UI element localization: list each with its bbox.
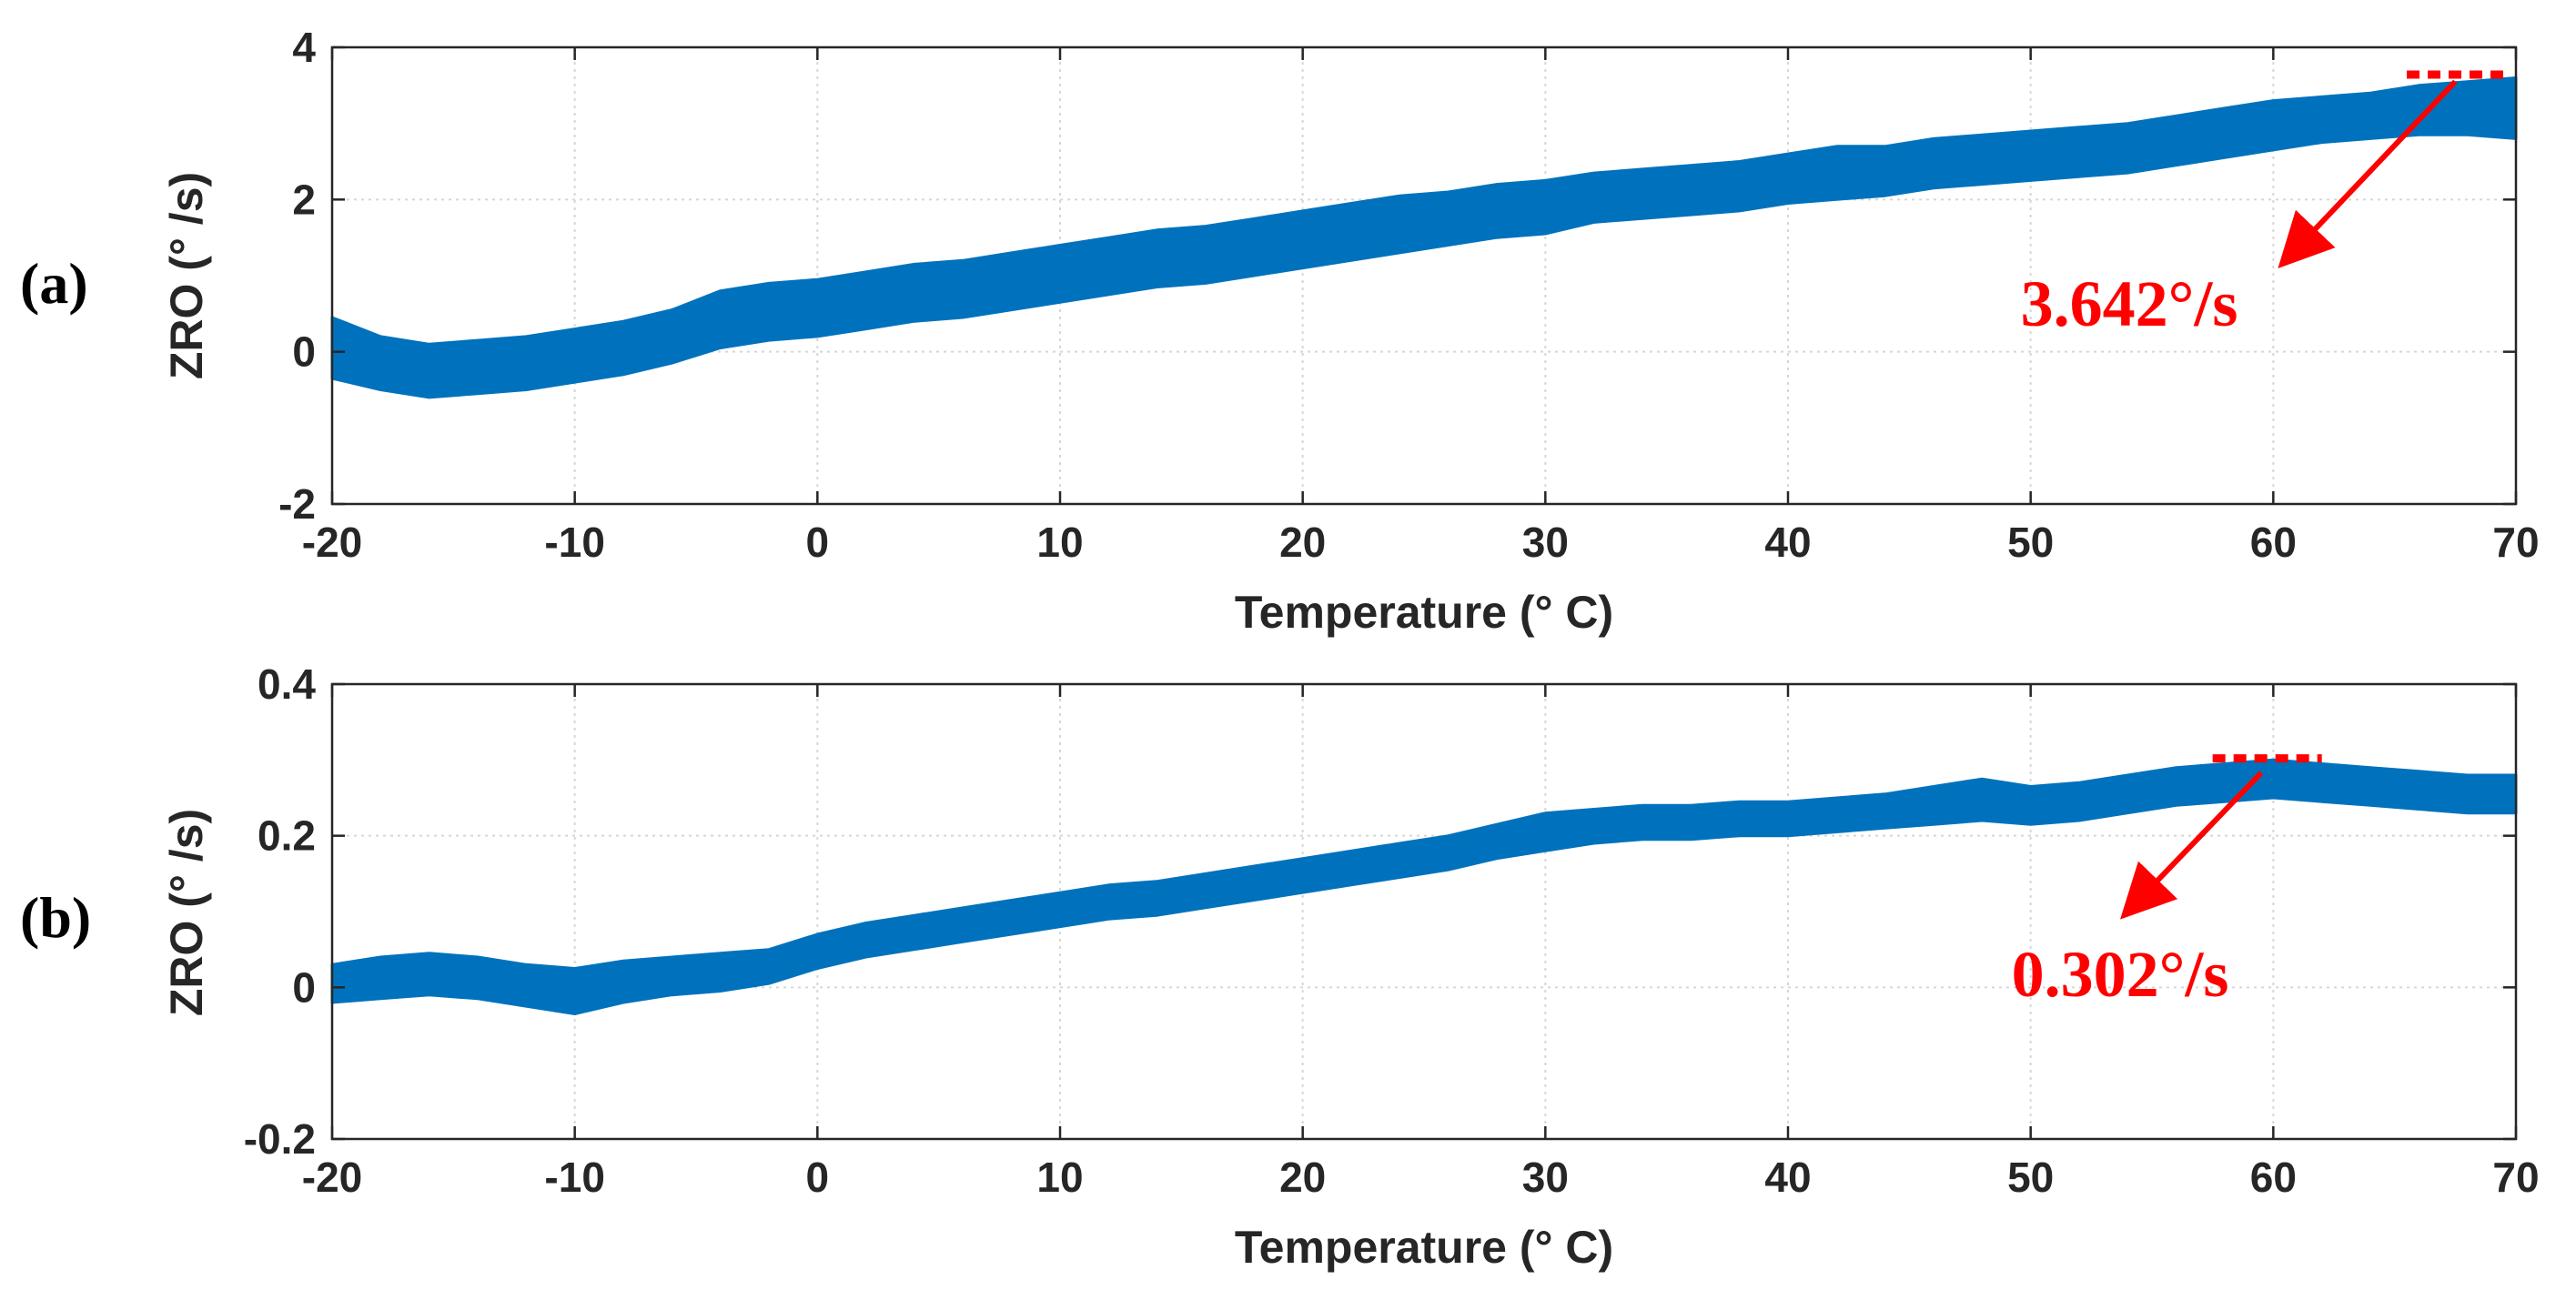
x-tick-label: 60 [2250, 519, 2297, 566]
y-tick-label: 4 [292, 24, 316, 71]
annotation-arrow-b [2120, 771, 2264, 920]
y-tick-label: -2 [278, 480, 316, 528]
x-tick-label: 40 [1764, 1154, 1811, 1201]
y-tick-label: 2 [292, 176, 316, 223]
x-tick-label: -10 [544, 1154, 604, 1201]
y-tick-label: 0 [292, 963, 316, 1011]
x-tick-labels-a: -20 -10 0 10 20 30 40 50 60 70 [302, 47, 2540, 566]
y-tick-label: -0.2 [244, 1115, 316, 1163]
y-tick-labels-b: -0.2 0 0.2 0.4 [244, 660, 2516, 1163]
x-tick-label: 50 [2007, 1154, 2054, 1201]
x-tick-label: -20 [302, 519, 362, 566]
x-tick-label: 70 [2492, 519, 2539, 566]
panel-label-b: (b) [20, 885, 91, 950]
annotation-text-b: 0.302°/s [2012, 938, 2229, 1011]
panel-label-a: (a) [20, 251, 88, 316]
y-tick-label: 0 [292, 328, 316, 376]
y-axis-label-a: ZRO (° /s) [161, 172, 212, 379]
y-tick-labels-a: -2 0 2 4 [278, 24, 2516, 528]
x-tick-label: 70 [2492, 1154, 2539, 1201]
x-tick-label: 20 [1279, 519, 1326, 566]
x-tick-labels-b: -20 -10 0 10 20 30 40 50 60 70 [302, 684, 2540, 1201]
annotation-a: 3.642°/s [2021, 70, 2511, 340]
x-tick-label: 50 [2007, 519, 2054, 566]
annotation-b: 0.302°/s [2012, 754, 2322, 1011]
x-tick-label: 10 [1036, 519, 1083, 566]
x-tick-label: 40 [1764, 519, 1811, 566]
x-tick-label: 30 [1522, 519, 1569, 566]
plot-area-b [332, 684, 2516, 1139]
y-axis-label-b: ZRO (° /s) [161, 809, 212, 1016]
grid-b [332, 684, 2516, 1139]
y-tick-label: 0.4 [258, 660, 316, 708]
x-tick-label: 30 [1522, 1154, 1569, 1201]
annotation-text-a: 3.642°/s [2021, 267, 2238, 340]
x-axis-label-a: Temperature (° C) [1235, 587, 1613, 638]
annotation-arrow-a [2278, 79, 2458, 268]
x-tick-label: 60 [2250, 1154, 2297, 1201]
x-axis-label-b: Temperature (° C) [1235, 1222, 1613, 1273]
x-tick-label: 20 [1279, 1154, 1326, 1201]
y-tick-label: 0.2 [258, 812, 316, 860]
x-tick-label: -10 [544, 519, 604, 566]
x-tick-label: 10 [1036, 1154, 1083, 1201]
axes-frame-a [330, 45, 2518, 506]
x-tick-label: 0 [806, 519, 830, 566]
x-tick-label: -20 [302, 1154, 362, 1201]
axes-frame-b [330, 682, 2518, 1141]
x-tick-label: 0 [806, 1154, 830, 1201]
panel-b: (b) -20 -10 0 10 20 30 40 50 60 70 -0.2 0 0.2 0.4 Te… [20, 660, 2540, 1273]
